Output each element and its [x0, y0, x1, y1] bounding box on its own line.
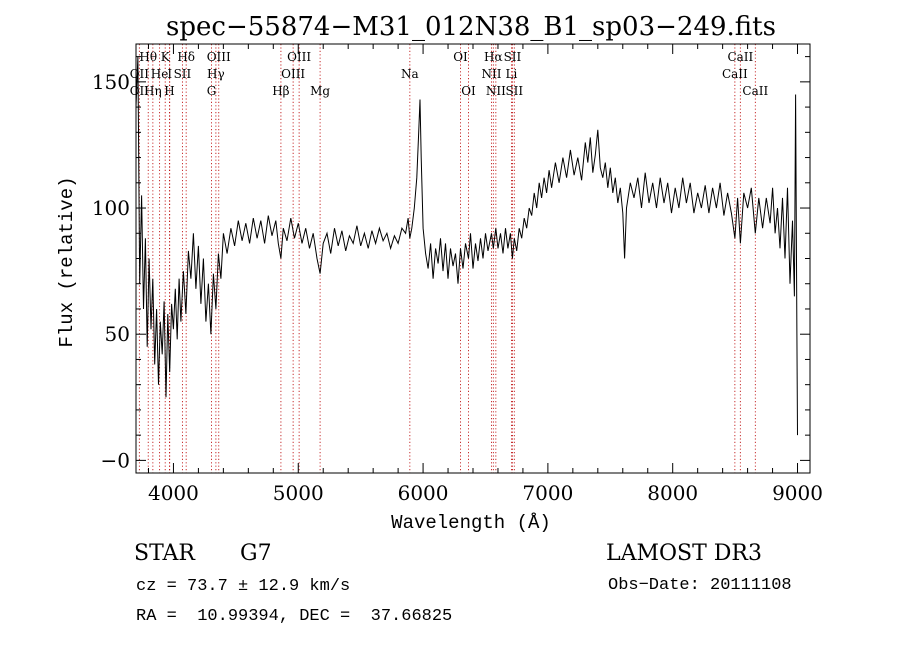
spectral-line-label: OII — [130, 67, 150, 81]
spectral-line-label: SII — [504, 50, 522, 64]
redshift-cz: cz = 73.7 ± 12.9 km/s — [136, 577, 350, 596]
object-subclass: G7 — [240, 541, 272, 566]
y-tick-label: 50 — [105, 322, 130, 346]
x-tick-label: 7000 — [522, 481, 573, 505]
x-tick-label: 9000 — [772, 481, 823, 505]
flux-spectrum-line — [135, 56, 798, 436]
spectral-line-label: NII — [481, 67, 501, 81]
spectral-line-label: Hη — [144, 84, 162, 98]
spectral-line-label: He — [151, 67, 169, 81]
spectral-line-label: NII — [486, 84, 506, 98]
x-axis-label: Wavelength (Å) — [391, 512, 551, 534]
x-tick-label: 4000 — [148, 481, 199, 505]
spectral-line-label: SII — [174, 67, 192, 81]
spectral-line-label: I — [167, 67, 172, 81]
spectral-line-label: Li — [506, 67, 518, 81]
plot-frame — [135, 43, 811, 474]
x-axis-ticks: 4000 5000 6000 7000 8000 9000 — [147, 44, 823, 505]
spectral-line-label: OIII — [287, 50, 311, 64]
spectral-line-label: OIII — [207, 50, 231, 64]
spectral-line-markers — [138, 44, 756, 473]
y-axis-ticks: −0 50 100 150 — [92, 56, 810, 472]
spectral-line-label: CaII — [722, 67, 748, 81]
y-axis-label: Flux (relative) — [56, 176, 78, 347]
observation-date: Obs−Date: 20111108 — [608, 576, 792, 595]
spectral-line-label: Hα — [484, 50, 503, 64]
survey-name: LAMOST DR3 — [606, 541, 762, 566]
spectral-line-label: OIII — [281, 67, 305, 81]
x-tick-label: 8000 — [647, 481, 698, 505]
spectral-line-label: OI — [453, 50, 468, 64]
spectral-line-label: OI — [461, 84, 476, 98]
spectral-line-label: Hδ — [177, 50, 195, 64]
object-class: STAR — [134, 541, 196, 566]
y-tick-label: −0 — [101, 448, 130, 472]
spectral-line-label: Mg — [310, 84, 330, 98]
x-tick-label: 6000 — [398, 481, 449, 505]
spectral-line-label: G — [207, 84, 217, 98]
y-tick-label: 100 — [92, 196, 130, 220]
spectral-line-label: Hγ — [207, 67, 225, 81]
chart-title: spec−55874−M31_012N38_B1_sp03−249.fits — [166, 12, 776, 42]
spectral-line-label: SII — [505, 84, 523, 98]
ra-dec-coordinates: RA = 10.99394, DEC = 37.66825 — [136, 607, 452, 626]
x-tick-label: 5000 — [273, 481, 324, 505]
spectral-line-label: H — [164, 84, 174, 98]
spectral-line-label: Hθ — [139, 50, 157, 64]
spectral-line-label: CaII — [742, 84, 768, 98]
spectral-line-label: Na — [401, 67, 419, 81]
spectral-line-label: OII — [130, 84, 150, 98]
spectral-line-label: Hβ — [272, 84, 289, 98]
y-tick-label: 150 — [92, 70, 130, 94]
spectral-line-label: CaII — [727, 50, 753, 64]
spectral-line-label: K — [161, 50, 171, 64]
